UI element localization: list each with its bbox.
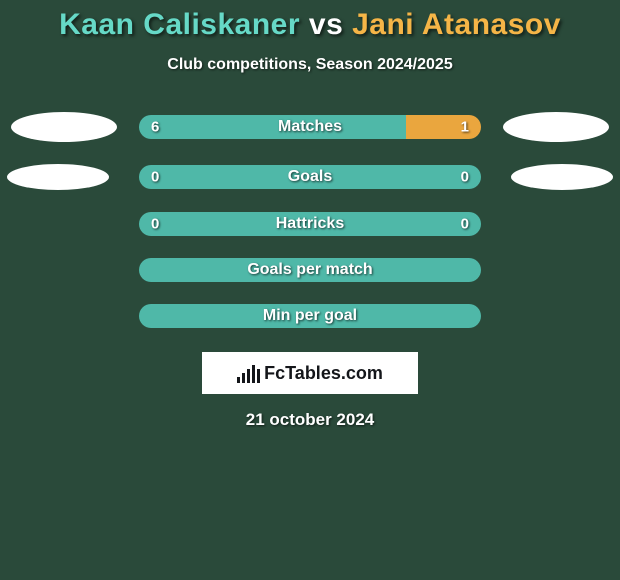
stat-row: Matches61 [0,112,620,142]
stat-bar: Hattricks00 [139,212,481,236]
stat-bar: Matches61 [139,115,481,139]
player1-badge [11,112,117,142]
logo-text: FcTables.com [264,363,383,384]
player2-value: 0 [461,169,469,186]
player2-value: 1 [461,119,469,136]
stat-row: Hattricks00 [0,212,620,236]
snapshot-date: 21 october 2024 [0,410,620,430]
stat-rows: Matches61Goals00Hattricks00Goals per mat… [0,112,620,328]
player1-value: 0 [151,216,159,233]
comparison-title: Kaan Caliskaner vs Jani Atanasov [0,0,620,42]
player1-badge [7,164,109,190]
player1-name: Kaan Caliskaner [59,8,300,41]
player2-value: 0 [461,216,469,233]
stat-row: Min per goal [0,304,620,328]
fctables-logo: FcTables.com [202,352,418,394]
stat-bar: Goals per match [139,258,481,282]
bar-segment-player1 [139,212,481,236]
vs-text: vs [309,8,343,41]
bar-segment-player1 [139,165,481,189]
bar-segment-player1 [139,115,406,139]
bar-segment-player1 [139,258,481,282]
subtitle: Club competitions, Season 2024/2025 [0,56,620,74]
player2-badge [503,112,609,142]
bar-segment-player1 [139,304,481,328]
stat-row: Goals00 [0,164,620,190]
player2-badge [511,164,613,190]
bar-segment-player2 [406,115,481,139]
stat-row: Goals per match [0,258,620,282]
logo-bars-icon [237,363,260,383]
stat-bar: Goals00 [139,165,481,189]
stat-bar: Min per goal [139,304,481,328]
player2-name: Jani Atanasov [352,8,561,41]
player1-value: 6 [151,119,159,136]
player1-value: 0 [151,169,159,186]
